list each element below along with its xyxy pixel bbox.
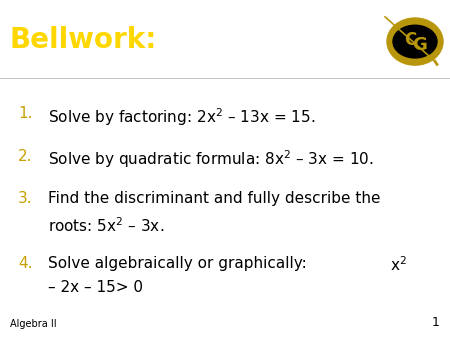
Text: 1.: 1. <box>18 106 32 121</box>
Ellipse shape <box>393 25 437 58</box>
Text: 1: 1 <box>432 316 440 329</box>
Ellipse shape <box>387 18 443 65</box>
Text: Solve by quadratic formula: 8x$^{2}$ – 3x = 10.: Solve by quadratic formula: 8x$^{2}$ – 3… <box>48 149 374 170</box>
Text: Bellwork:: Bellwork: <box>10 26 158 54</box>
Text: 3.: 3. <box>18 191 32 206</box>
Text: roots: 5x$^{2}$ – 3x.: roots: 5x$^{2}$ – 3x. <box>48 216 164 235</box>
Text: G: G <box>413 35 428 54</box>
Text: Solve by factoring: 2x$^{2}$ – 13x = 15.: Solve by factoring: 2x$^{2}$ – 13x = 15. <box>48 106 315 128</box>
Text: C: C <box>404 31 416 49</box>
Text: 4.: 4. <box>18 256 32 271</box>
Text: x$^{2}$: x$^{2}$ <box>390 256 407 274</box>
Text: – 2x – 15> 0: – 2x – 15> 0 <box>48 280 143 296</box>
Text: Algebra II: Algebra II <box>10 319 57 329</box>
Text: Solve algebraically or graphically:: Solve algebraically or graphically: <box>48 256 307 271</box>
Text: 2.: 2. <box>18 149 32 163</box>
Text: Find the discriminant and fully describe the: Find the discriminant and fully describe… <box>48 191 381 206</box>
